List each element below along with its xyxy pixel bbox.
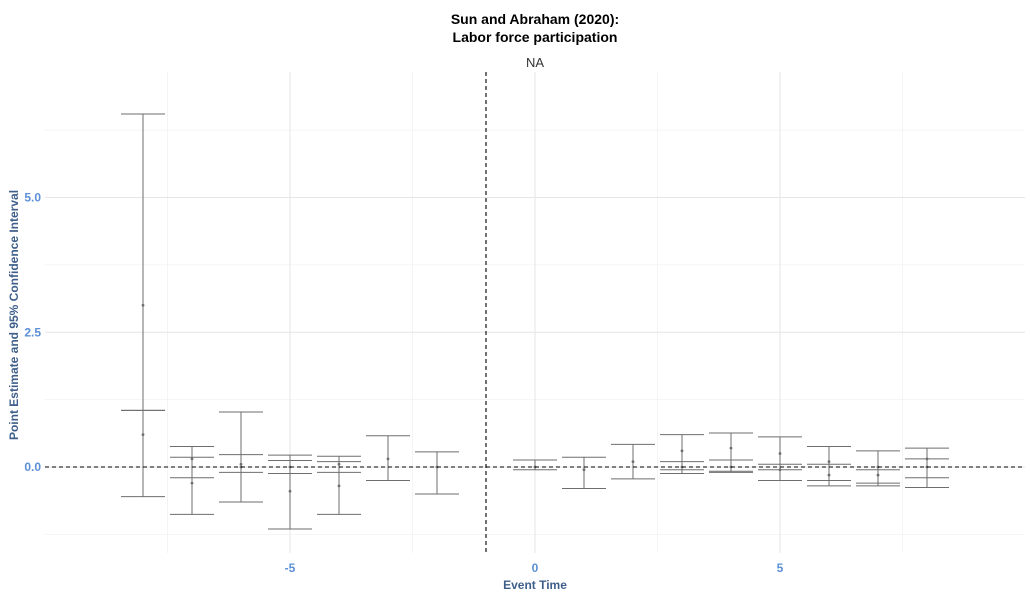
point-estimate: [827, 473, 831, 477]
point-estimate: [925, 457, 929, 461]
point-estimate: [386, 457, 390, 461]
point-estimate: [239, 462, 243, 466]
x-tick-label: -5: [285, 561, 296, 575]
point-estimate: [337, 462, 341, 466]
point-estimate: [778, 452, 782, 455]
point-estimate: [876, 473, 880, 477]
y-tick-label: 0.0: [24, 460, 41, 474]
x-tick-label: 5: [777, 561, 784, 575]
point-estimate: [190, 481, 194, 485]
point-estimate: [827, 460, 831, 464]
facet-label: NA: [526, 55, 544, 70]
point-estimate: [288, 489, 292, 493]
chart-title: Sun and Abraham (2020):: [451, 11, 619, 27]
point-estimate: [141, 303, 145, 307]
point-estimate: [631, 460, 635, 464]
x-axis-ticks: -5 0 5: [285, 561, 784, 575]
point-estimate: [582, 468, 586, 472]
point-estimate: [729, 446, 733, 450]
point-estimate: [141, 433, 145, 437]
y-axis-title: Point Estimate and 95% Confidence Interv…: [7, 190, 21, 440]
y-axis-ticks: 0.0 2.5 5.0: [24, 191, 41, 475]
reference-lines: [45, 72, 1025, 553]
y-tick-label: 5.0: [24, 191, 41, 205]
point-estimate: [337, 484, 341, 488]
point-estimate: [680, 449, 684, 453]
chart-subtitle: Labor force participation: [453, 29, 618, 45]
point-estimate: [778, 468, 782, 472]
x-axis-title: Event Time: [503, 578, 567, 592]
y-tick-label: 2.5: [24, 325, 41, 339]
point-estimate: [190, 457, 194, 461]
x-tick-label: 0: [532, 561, 539, 575]
